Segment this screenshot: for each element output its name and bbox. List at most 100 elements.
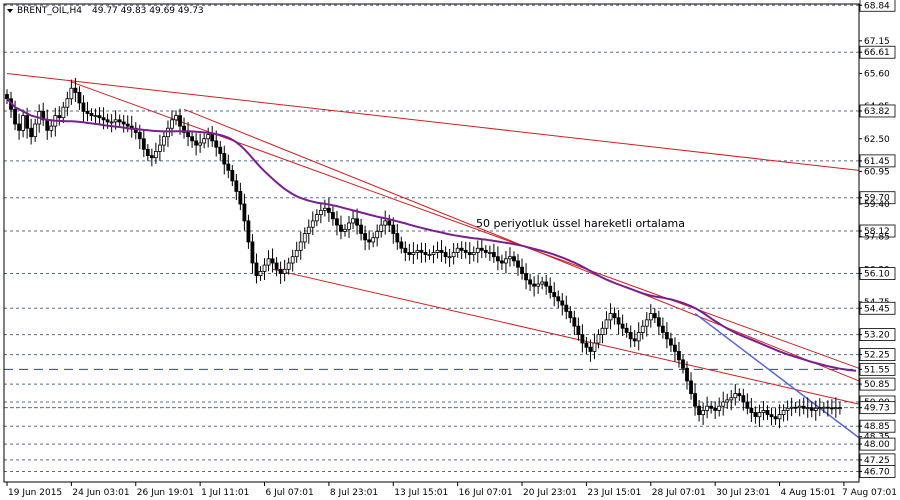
time-tick-label: 8 Jul 23:01 (330, 488, 378, 498)
candle-body (753, 412, 758, 418)
time-tick-label: 23 Jul 15:01 (587, 488, 641, 498)
candle-body (242, 203, 247, 222)
price-tick-label: 59.40 (864, 200, 890, 210)
candle-body (339, 224, 343, 232)
candle-body (93, 115, 98, 118)
candle-body (17, 123, 21, 131)
candle-body (178, 115, 182, 127)
candle-body (186, 132, 190, 138)
candle-body (391, 224, 396, 234)
candle-body (508, 256, 512, 260)
candle-body (648, 313, 653, 321)
candle-body (516, 260, 520, 268)
candle-body (326, 207, 331, 213)
price-tick-label: 59.70 (864, 194, 890, 204)
price-tick-label: 52.25 (864, 351, 890, 361)
candle-body (318, 209, 323, 215)
candle-body (564, 304, 569, 312)
candle-body (761, 410, 766, 413)
candle-body (785, 407, 790, 411)
dropdown-triangle-icon[interactable] (7, 9, 13, 13)
candle-body (604, 319, 609, 329)
candle-body (246, 220, 251, 243)
candle-body (475, 247, 480, 253)
candle-body (576, 325, 581, 335)
candle-body (721, 401, 726, 407)
candle-body (628, 332, 633, 340)
candle-body (677, 351, 681, 361)
candle-body (190, 136, 194, 142)
candle-body (451, 252, 456, 258)
candle-body (375, 231, 380, 239)
candle-body (85, 110, 90, 114)
candle-body (616, 317, 621, 325)
time-tick-label: 6 Jul 07:01 (266, 488, 314, 498)
candle-body (286, 262, 291, 270)
candle-body (809, 407, 814, 411)
candle-body (825, 406, 830, 409)
candle-body (298, 241, 303, 251)
candle-body (459, 247, 464, 251)
candle-body (158, 144, 162, 152)
candle-body (202, 138, 207, 144)
trendline-channel-upper (71, 81, 860, 369)
candle-body (556, 296, 561, 302)
candle-body (612, 313, 617, 319)
candle-body (757, 412, 762, 418)
candle-body (769, 414, 774, 418)
time-tick-label: 13 Jul 15:01 (394, 488, 448, 498)
candle-body (162, 136, 166, 146)
candle-body (632, 338, 637, 342)
candle-body (673, 344, 677, 352)
candle-body (717, 405, 722, 411)
candle-body (306, 226, 311, 234)
candle-body (399, 241, 404, 249)
candle-body (801, 405, 806, 409)
candle-body (733, 393, 738, 399)
candle-body (596, 334, 601, 344)
candle-body (5, 94, 9, 100)
time-tick-label: 28 Jul 07:01 (652, 488, 706, 498)
candle-body (544, 281, 549, 287)
candle-body (705, 405, 710, 411)
candle-body (262, 264, 267, 272)
candle-body (270, 258, 275, 264)
candle-body (701, 410, 705, 416)
candle-body (495, 256, 500, 262)
time-tick-label: 30 Jul 23:01 (716, 488, 770, 498)
candle-body (709, 405, 714, 409)
trendline-channel-lower (272, 268, 860, 405)
candle-body (580, 334, 585, 344)
candle-body (278, 268, 283, 274)
price-tick-label: 54.45 (864, 304, 890, 314)
candle-body (560, 300, 565, 306)
candle-body (282, 268, 287, 274)
candle-body (45, 119, 50, 131)
candle-body (624, 327, 629, 333)
candle-body (467, 252, 472, 255)
candle-body (737, 393, 742, 397)
candle-body (222, 153, 227, 165)
candle-body (347, 222, 351, 230)
candle-body (153, 151, 158, 159)
candle-body (729, 397, 734, 401)
candle-body (423, 252, 428, 255)
candle-body (379, 224, 384, 232)
candle-body (343, 228, 347, 232)
candle-body (512, 256, 516, 262)
candle-body (351, 218, 355, 224)
candle-body (455, 247, 460, 253)
candle-body (73, 87, 78, 93)
candle-body (765, 410, 770, 416)
price-tick-label: 56.10 (864, 270, 890, 280)
candle-body (266, 258, 271, 266)
time-tick-label: 26 Jun 19:01 (137, 488, 194, 498)
candle-body (29, 127, 34, 138)
candle-body (781, 410, 786, 416)
candle-body (725, 399, 730, 403)
candle-body (741, 395, 746, 403)
candle-body (660, 325, 665, 333)
candle-body (89, 113, 94, 117)
candle-body (322, 207, 327, 211)
